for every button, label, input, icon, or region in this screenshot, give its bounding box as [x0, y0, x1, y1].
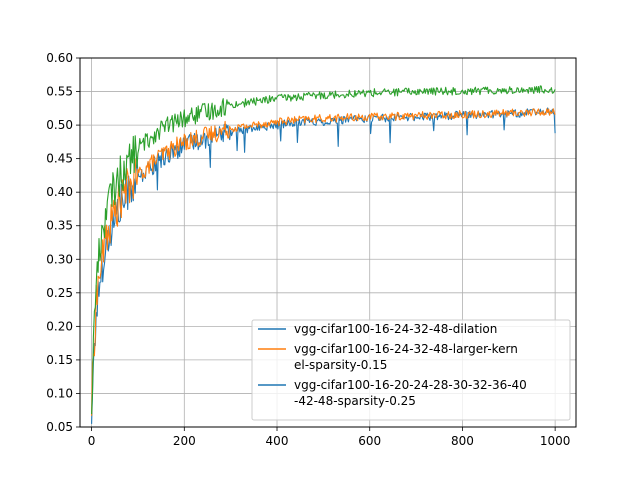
- x-tick-label: 800: [451, 434, 474, 448]
- x-axis: 0 200 400 600 800 1000: [88, 427, 571, 448]
- y-tick-label: 0.05: [46, 420, 73, 434]
- legend-label: vgg-cifar100-16-20-24-28-30-32-36-40: [294, 378, 527, 392]
- series-layer: [91, 85, 556, 424]
- x-tick-label: 600: [358, 434, 381, 448]
- y-tick-label: 0.35: [46, 219, 73, 233]
- y-tick-label: 0.25: [46, 286, 73, 300]
- y-tick-label: 0.40: [46, 185, 73, 199]
- y-tick-label: 0.30: [46, 252, 73, 266]
- y-tick-label: 0.15: [46, 353, 73, 367]
- x-tick-label: 1000: [540, 434, 571, 448]
- series-line-2: [91, 108, 556, 416]
- y-axis: 0.05 0.10 0.15 0.20 0.25 0.30 0.35 0.40 0.45 0.50…: [46, 51, 80, 434]
- y-tick-label: 0.45: [46, 152, 73, 166]
- legend-entry: vgg-cifar100-16-24-32-48-dilation: [258, 322, 497, 336]
- legend-label: el-sparsity-0.15: [294, 358, 387, 372]
- watermark: 知乎 @ ai算法学习: [420, 449, 531, 465]
- plot-frame: [79, 57, 577, 428]
- legend-box: [251, 319, 571, 421]
- legend-entry: vgg-cifar100-16-20-24-28-30-32-36-40 -42-…: [258, 378, 527, 408]
- watermark-text: 知乎 @ ai算法学习: [420, 449, 531, 465]
- y-tick-label: 0.55: [46, 85, 73, 99]
- y-tick-label: 0.50: [46, 118, 73, 132]
- legend: vgg-cifar100-16-24-32-48-dilation vgg-cif…: [251, 319, 571, 421]
- y-tick-label: 0.10: [46, 386, 73, 400]
- x-tick-label: 400: [266, 434, 289, 448]
- x-tick-label: 200: [173, 434, 196, 448]
- y-tick-label: 0.60: [46, 51, 73, 65]
- y-tick-label: 0.20: [46, 319, 73, 333]
- series-line-3: [91, 85, 556, 415]
- x-tick-label: 0: [88, 434, 96, 448]
- legend-label: -42-48-sparsity-0.25: [294, 394, 416, 408]
- legend-label: vgg-cifar100-16-24-32-48-larger-kern: [294, 342, 518, 356]
- legend-label: vgg-cifar100-16-24-32-48-dilation: [294, 322, 497, 336]
- legend-entry: vgg-cifar100-16-24-32-48-larger-kern el-s…: [258, 342, 518, 372]
